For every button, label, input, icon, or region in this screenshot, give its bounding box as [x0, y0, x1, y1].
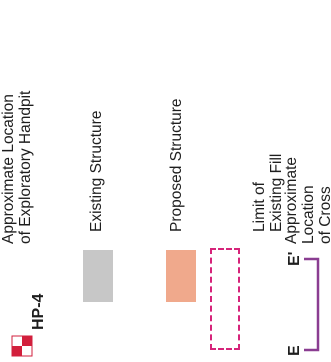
existing-structure-swatch	[83, 250, 113, 302]
cross-section-description: Approximate Location of Cross Section	[283, 156, 331, 244]
proposed-structure-label: Proposed Structure	[168, 98, 185, 232]
existing-structure-label: Existing Structure	[88, 110, 105, 232]
cross-section-end-label: E'	[286, 251, 303, 266]
cross-section-line	[304, 257, 320, 352]
proposed-structure-swatch	[166, 250, 196, 302]
cross-section-start-label: E	[286, 345, 303, 356]
handpit-description: Approximate Location of Exploratory Hand…	[0, 90, 34, 244]
existing-fill-label: Limit of Existing Fill	[251, 153, 285, 232]
existing-fill-swatch	[210, 248, 240, 350]
handpit-label: HP-4	[30, 293, 47, 330]
